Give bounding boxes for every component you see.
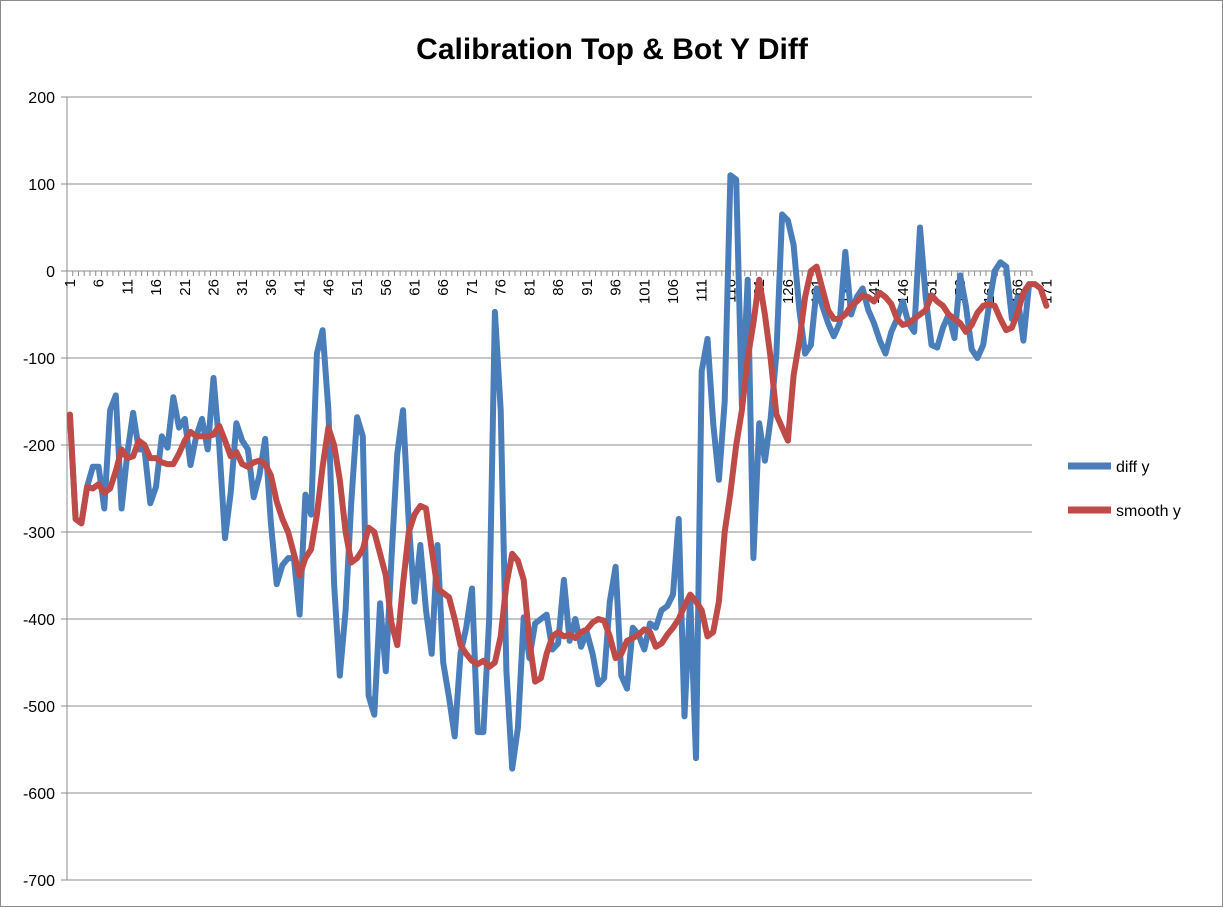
- x-tick-label: 81: [521, 279, 538, 296]
- x-tick-label: 96: [608, 279, 625, 296]
- series-lines: [66, 172, 1050, 772]
- x-tick-label: 51: [349, 279, 366, 296]
- x-tick-label: 21: [177, 279, 194, 296]
- x-tick-label: 26: [205, 279, 222, 296]
- legend-label-diff-y: diff y: [1116, 459, 1150, 476]
- legend-label-smooth-y: smooth y: [1116, 503, 1181, 520]
- x-tick-label: 11: [119, 279, 136, 295]
- x-tick-label: 6: [91, 279, 108, 287]
- y-tick-label: -300: [23, 525, 55, 542]
- y-tick-label: -500: [23, 699, 55, 716]
- gridlines: [61, 96, 1032, 881]
- y-tick-label: -700: [23, 873, 55, 890]
- x-tick-label: 46: [320, 279, 337, 296]
- x-tick-label: 41: [292, 279, 309, 296]
- x-tick-label: 106: [665, 279, 682, 304]
- x-tick-label: 66: [435, 279, 452, 296]
- x-tick-label: 36: [263, 279, 280, 296]
- x-tick-label: 91: [579, 279, 596, 296]
- y-tick-label: -600: [23, 786, 55, 803]
- x-axis: 1 6 11 16 21 26 31 36 41 46 51 56 61 66 71 76 81 86 91 96 10…: [62, 270, 1055, 304]
- x-tick-label: 71: [464, 279, 481, 296]
- series-line-diff-y: [66, 172, 1033, 772]
- y-tick-label: -100: [23, 351, 55, 368]
- x-tick-label: 16: [148, 279, 165, 296]
- series-line-smooth-y: [66, 263, 1050, 685]
- y-tick-label: 0: [46, 264, 55, 281]
- x-tick-label: 101: [636, 279, 653, 304]
- x-tick-label: 56: [378, 279, 395, 296]
- y-tick-label: 200: [28, 90, 55, 107]
- x-tick-label: 76: [493, 279, 510, 296]
- x-tick-label: 146: [895, 279, 912, 304]
- y-axis-tick-labels: 200 100 0 -100 -200 -300 -400 -500 -600 -700: [23, 90, 55, 890]
- x-tick-label: 31: [234, 279, 251, 296]
- x-tick-label: 1: [62, 279, 79, 287]
- x-tick-label: 86: [550, 279, 567, 296]
- legend: diff y smooth y: [1068, 459, 1181, 520]
- x-tick-label: 61: [407, 279, 424, 296]
- y-tick-label: -200: [23, 438, 55, 455]
- x-tick-label: 111: [694, 279, 711, 302]
- y-tick-label: 100: [28, 177, 55, 194]
- x-tick-label: 126: [780, 279, 797, 304]
- y-tick-label: -400: [23, 612, 55, 629]
- chart-title: Calibration Top & Bot Y Diff: [416, 33, 809, 66]
